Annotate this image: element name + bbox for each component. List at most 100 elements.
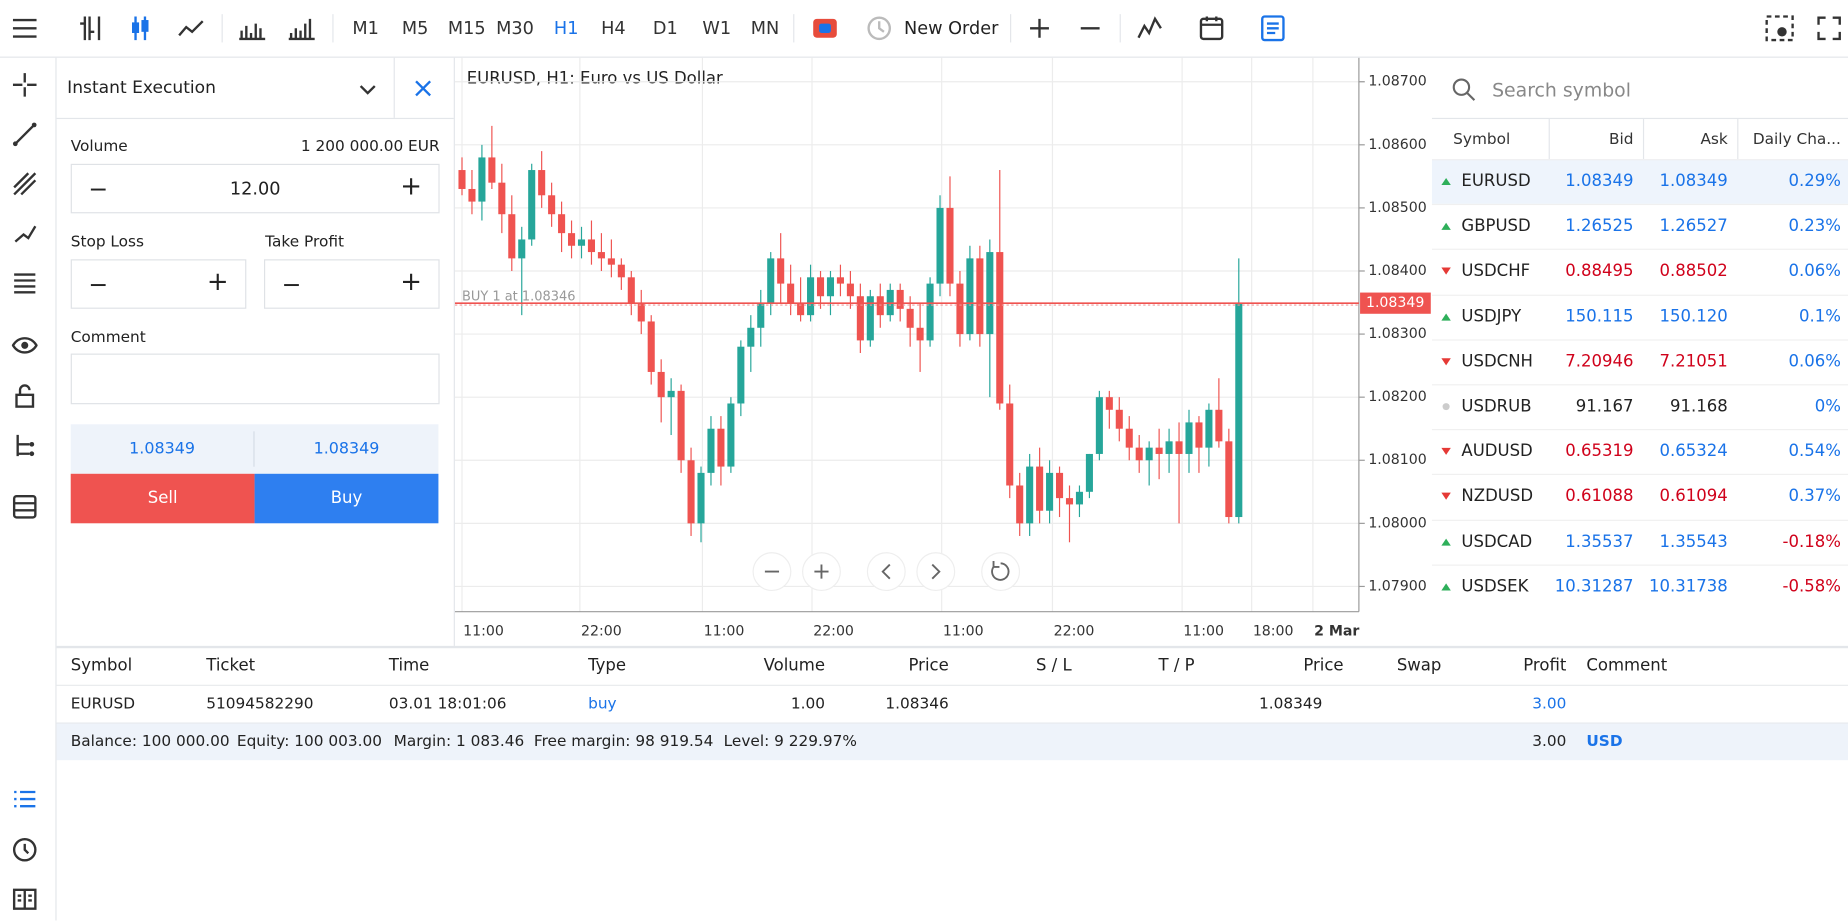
plus[interactable]: + [206,267,229,297]
y-tick-label: 1.07900 [1368,578,1426,594]
candle-body [597,252,605,259]
sidebar [0,57,57,921]
buy-label[interactable]: Buy [330,489,363,508]
column-header[interactable]: Ask [1700,130,1728,149]
minus[interactable]: − [281,269,302,299]
sell-label[interactable]: Sell [147,489,178,508]
plus[interactable]: + [400,267,422,297]
scroll-left[interactable] [866,552,906,592]
symbol-row[interactable]: USDCNH 7.20946 7.21051 0.06% [1431,339,1848,384]
timeframe[interactable]: W1 [702,17,732,39]
menu-icon[interactable] [12,16,38,40]
zoom-in-icon[interactable] [1028,16,1052,40]
timeframe[interactable]: H4 [601,17,626,39]
reset[interactable] [981,552,1021,592]
timeframe[interactable]: D1 [652,17,678,39]
tick-volumes-icon[interactable] [288,14,316,42]
column-header[interactable]: T / P [1158,656,1195,676]
fullscreen-icon[interactable] [1816,15,1842,41]
indicators-icon[interactable] [1136,14,1164,42]
timeframe[interactable]: M30 [496,17,534,39]
timeframe[interactable]: M15 [447,17,486,39]
lock-icon[interactable] [12,383,38,409]
symbol-row[interactable]: USDSEK 10.31287 10.31738 -0.58% [1431,564,1848,610]
direction-icon [1441,448,1451,456]
candle-body [956,283,964,335]
symbol-row[interactable]: USDJPY 150.115 150.120 0.1% [1431,294,1848,339]
symbol-row[interactable]: NZDUSD 0.61088 0.61094 0.37% [1431,474,1848,520]
stop-loss-input[interactable]: − + [70,259,247,309]
volumes-icon[interactable] [238,14,266,42]
timeframe[interactable]: M1 [352,17,379,39]
candle-body [916,327,924,341]
history-icon[interactable] [12,837,38,863]
x-tick-label: 11:00 [704,624,745,640]
symbol-row[interactable]: GBPUSD 1.26525 1.26527 0.23% [1431,204,1848,249]
buy-button[interactable]: Buy [254,473,439,524]
daily-change: 0% [1814,397,1841,417]
crosshair-icon[interactable] [12,72,38,98]
column-header[interactable]: S / L [1035,656,1072,676]
column-header[interactable]: Time [388,656,430,676]
symbol-row[interactable]: USDRUB 91.167 91.168 0% [1431,384,1848,429]
column-header[interactable]: Profit [1523,656,1567,676]
trade-icon[interactable] [12,787,38,813]
symbol-row[interactable]: AUDUSD 0.65319 0.65324 0.54% [1431,429,1848,475]
close-icon[interactable] [415,80,432,97]
table-row[interactable]: EURUSD 51094582290 03.01 18:01:06 buy 1.00 1.… [56,684,1848,723]
column-header[interactable]: Daily Cha... [1752,130,1841,149]
column-header[interactable]: Ticket [206,656,256,676]
symbol: USDCNH [1461,352,1533,372]
zoom-in[interactable] [802,552,841,592]
execution-mode[interactable]: Instant Execution [67,78,216,98]
column-header[interactable]: Swap [1396,656,1442,676]
column-header[interactable]: Type [588,656,627,676]
daily-change: 0.1% [1798,307,1841,326]
fibo-icon[interactable] [12,270,38,296]
timeframe[interactable]: H1 [553,17,579,39]
candle-body [478,157,486,202]
dropdown-icon[interactable] [359,84,376,96]
column-header[interactable]: Volume [763,656,825,676]
eye-icon[interactable] [11,332,38,358]
take-profit-input[interactable]: − + [263,259,440,309]
symbol-row[interactable]: USDCHF 0.88495 0.88502 0.06% [1431,249,1848,294]
timeframe[interactable]: M5 [401,17,429,39]
direction-arrow [1441,358,1451,366]
candles-icon[interactable] [127,14,153,42]
candle-body [1026,466,1034,524]
column-header[interactable]: Symbol [1453,130,1511,149]
search-input[interactable]: Search symbol [1492,78,1631,102]
tree-icon[interactable] [12,433,38,459]
scroll-right[interactable] [916,552,956,592]
new-order[interactable]: New Order [903,17,999,39]
column-header[interactable]: Comment [1586,656,1668,676]
line-icon[interactable] [177,14,205,42]
zoom-out[interactable] [752,552,792,592]
column-header[interactable]: Price [908,656,949,676]
bars-icon[interactable] [78,14,104,42]
symbol-row[interactable]: USDCAD 1.35537 1.35543 -0.18% [1431,519,1848,565]
minus[interactable]: − [88,174,109,203]
news-icon[interactable] [1260,14,1286,42]
journal-icon[interactable] [12,886,38,912]
sell-button[interactable]: Sell [70,473,255,524]
column-header[interactable]: Bid [1608,130,1634,149]
calendar-icon[interactable] [1199,14,1225,42]
timeframe[interactable]: MN [750,17,780,39]
direction-arrow [1441,448,1451,456]
shapes-icon[interactable] [12,220,38,246]
column-header[interactable]: Price [1303,656,1344,676]
volume-input[interactable]: − 12.00 + [70,163,440,214]
symbol-row[interactable]: EURUSD 1.08349 1.08349 0.29% [1431,159,1848,204]
comment-input[interactable] [70,353,440,405]
zoom-out-icon[interactable] [1078,16,1102,40]
channel-icon[interactable] [12,171,38,197]
screenshot-icon[interactable] [1764,14,1795,42]
trendline-icon[interactable] [12,121,38,147]
one-click-icon[interactable] [812,16,838,40]
objects-icon[interactable] [12,494,38,520]
plus[interactable]: + [400,172,422,202]
minus[interactable]: − [88,269,109,299]
column-header[interactable]: Symbol [70,656,133,676]
